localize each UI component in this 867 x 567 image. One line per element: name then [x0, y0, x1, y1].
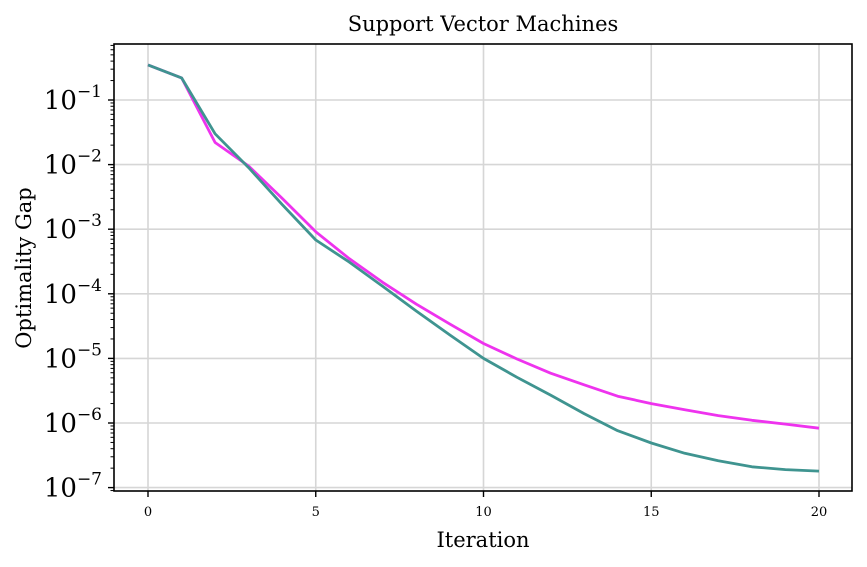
data-series — [147, 63, 820, 473]
y-tick-label: 10−7 — [44, 470, 102, 504]
x-axis-label: Iteration — [436, 528, 529, 552]
x-tick-label: 0 — [144, 505, 152, 520]
grid-lines — [114, 44, 852, 491]
chart-title: Support Vector Machines — [348, 12, 619, 36]
y-tick-label: 10−3 — [44, 211, 102, 245]
x-tick-label: 20 — [811, 505, 828, 520]
x-tick-label: 15 — [643, 505, 660, 520]
y-tick-label: 10−4 — [44, 276, 102, 310]
y-tick-label: 10−1 — [44, 82, 102, 116]
y-axis: 10−1 10−2 10−3 10−4 10−5 10−6 10−7 — [44, 44, 114, 504]
x-tick-label: 10 — [475, 505, 492, 520]
x-axis: 0 5 10 15 20 — [144, 491, 827, 520]
series-line — [147, 63, 820, 473]
y-tick-label: 10−6 — [44, 405, 102, 439]
series-line — [147, 63, 820, 430]
y-axis-label: Optimality Gap — [12, 187, 36, 348]
x-tick-label: 5 — [312, 505, 320, 520]
y-tick-label: 10−5 — [44, 340, 102, 374]
y-tick-label: 10−2 — [44, 147, 102, 181]
